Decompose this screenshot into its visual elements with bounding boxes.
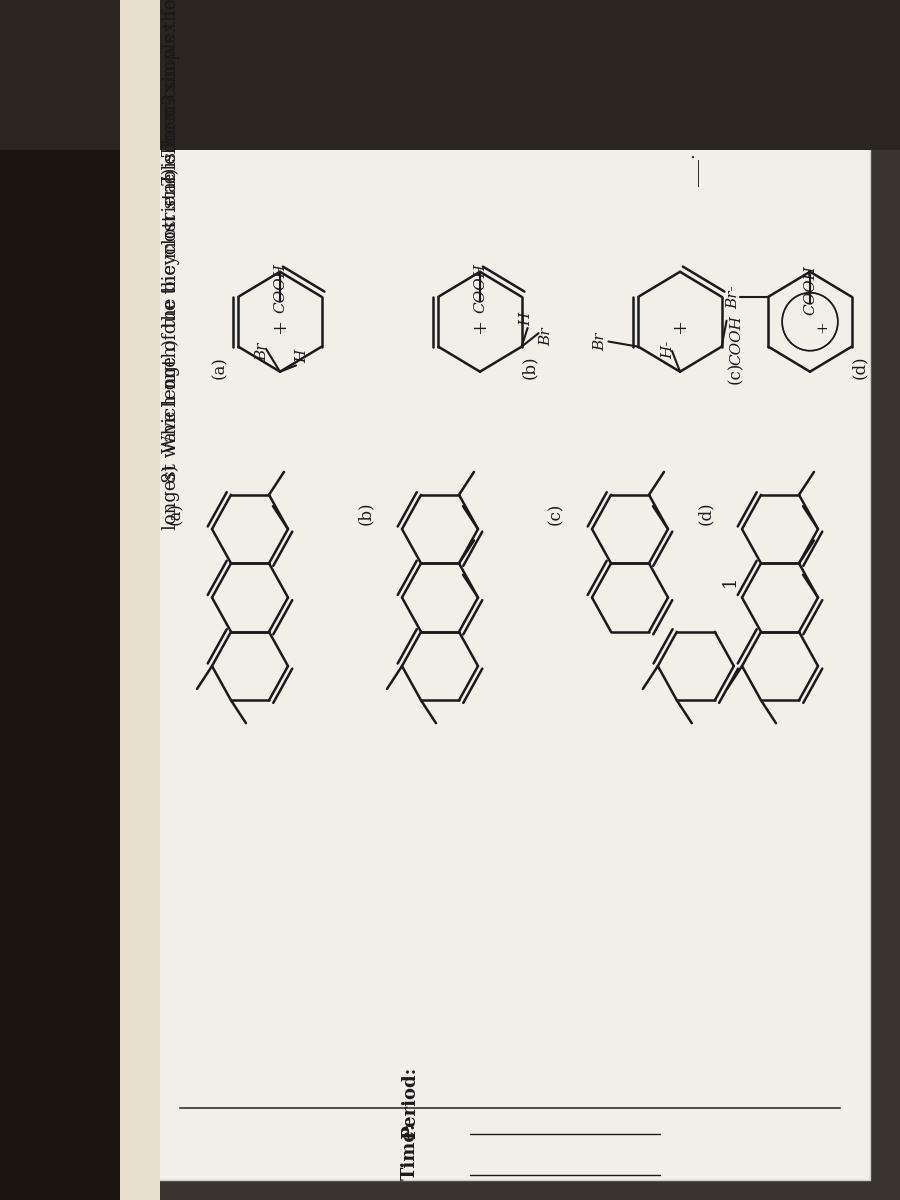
Text: Time:: Time: bbox=[401, 1123, 419, 1181]
Polygon shape bbox=[120, 0, 160, 1200]
Text: (c): (c) bbox=[726, 362, 743, 384]
Text: Period:: Period: bbox=[401, 1067, 419, 1139]
Text: Br: Br bbox=[255, 342, 269, 361]
Text: Br-: Br- bbox=[726, 284, 741, 308]
Text: (b): (b) bbox=[356, 502, 374, 524]
Text: H-: H- bbox=[661, 341, 675, 359]
Text: (b): (b) bbox=[521, 355, 538, 379]
Text: (d): (d) bbox=[851, 355, 868, 379]
Text: (d): (d) bbox=[697, 502, 714, 524]
Text: 7)  The σ-complex formed for the bromination of benzoic acid should be: 7) The σ-complex formed for the brominat… bbox=[162, 0, 180, 186]
Text: Br: Br bbox=[540, 328, 554, 347]
Text: 1: 1 bbox=[721, 576, 739, 587]
Polygon shape bbox=[0, 0, 130, 1200]
Polygon shape bbox=[130, 20, 870, 1180]
Text: COOH: COOH bbox=[803, 265, 817, 316]
Text: 8)  Which one of the bicyclotriene isomers shows the strongest UV absorption ban: 8) Which one of the bicyclotriene isomer… bbox=[162, 0, 180, 484]
Polygon shape bbox=[0, 0, 900, 150]
Text: longest wave length) due the most stable form?: longest wave length) due the most stable… bbox=[162, 95, 180, 530]
Text: H: H bbox=[295, 350, 309, 364]
Text: +: + bbox=[471, 319, 489, 335]
Text: COOH: COOH bbox=[730, 316, 743, 365]
Text: (a): (a) bbox=[166, 502, 184, 524]
Text: +: + bbox=[271, 319, 289, 335]
Text: COOH: COOH bbox=[273, 264, 287, 313]
Text: COOH: COOH bbox=[473, 264, 487, 313]
Text: ___.: ___. bbox=[682, 154, 700, 186]
Text: +: + bbox=[671, 319, 689, 335]
Text: (c): (c) bbox=[546, 503, 563, 524]
Text: H: H bbox=[519, 312, 534, 325]
Text: (a): (a) bbox=[212, 356, 229, 379]
Text: Br: Br bbox=[593, 332, 608, 350]
Text: +: + bbox=[815, 320, 829, 334]
